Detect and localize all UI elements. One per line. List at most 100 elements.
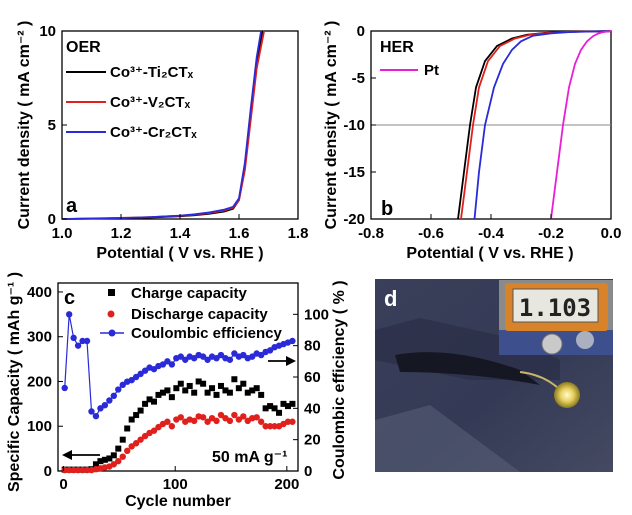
charge-point <box>284 403 291 410</box>
discharge-point <box>199 414 207 421</box>
discharge-point <box>124 447 131 455</box>
charge-point <box>204 389 211 396</box>
led-light <box>554 382 580 408</box>
charge-point <box>110 452 117 459</box>
charge-point <box>186 382 193 389</box>
legend-label-charge: Charge capacity <box>131 285 248 302</box>
b-xtick-label: -0.6 <box>418 225 444 242</box>
charge-point <box>168 394 175 401</box>
c-ytick-label: 300 <box>27 329 52 346</box>
charge-point <box>231 376 238 383</box>
ce-point <box>266 347 274 354</box>
charge-point <box>217 382 224 389</box>
b-ytick-label: -20 <box>343 211 365 228</box>
panel-c-ylabel: Specific Capacity ( mAh g⁻¹ ) <box>6 272 23 492</box>
b-xtick-label: -0.2 <box>538 225 564 242</box>
legend-marker-ce <box>108 329 116 337</box>
charge-point <box>151 398 157 405</box>
ce-point <box>190 355 198 362</box>
c-y2tick-label: 100 <box>304 306 329 323</box>
charge-point <box>213 391 220 398</box>
charge-point <box>133 412 140 419</box>
panel-a-oer-chart: a OER Co³⁺-Ti₂CTₓ Co³⁺-V₂CTₓ Co³⁺-Cr₂CTₓ… <box>16 21 308 262</box>
battery-cell <box>395 352 540 385</box>
charge-point <box>177 380 184 387</box>
charge-point <box>244 389 251 396</box>
b-xtick-label: 0.0 <box>601 225 622 242</box>
ce-point <box>83 337 91 345</box>
a-ytick-label: 5 <box>48 117 56 134</box>
a-ytick-label: 0 <box>48 211 56 228</box>
c-xtick-label: 100 <box>163 476 188 493</box>
right-axis-arrow <box>268 356 296 366</box>
charge-point <box>226 389 233 396</box>
ce-point <box>141 367 149 374</box>
panel-b-ylabel: Current density ( mA cm⁻² ) <box>323 21 340 230</box>
panel-c-y2label: Coulombic efficiency ( % ) <box>331 280 348 479</box>
multimeter-inset: 1.103 <box>499 280 613 355</box>
ce-point <box>128 376 135 384</box>
charge-point <box>289 400 296 407</box>
charge-point <box>253 385 260 392</box>
a-xtick-label: 1.4 <box>170 225 192 242</box>
b-ytick-label: -5 <box>352 70 365 87</box>
charge-point <box>240 380 247 387</box>
charge-point <box>142 400 149 407</box>
ce-point <box>119 381 126 389</box>
discharge-point <box>137 436 144 443</box>
panel-a-ylabel: Current density ( mA cm⁻² ) <box>16 21 33 230</box>
charge-point <box>271 405 278 412</box>
charge-point <box>155 391 162 398</box>
ce-point <box>199 353 207 360</box>
c-ytick-label: 0 <box>44 463 52 480</box>
charge-point <box>249 387 256 394</box>
ce-point <box>88 408 95 415</box>
discharge-point <box>235 416 243 423</box>
c-xtick-label: 200 <box>274 476 299 493</box>
charge-point <box>195 378 202 385</box>
charge-point <box>173 385 180 392</box>
charge-point <box>200 380 207 387</box>
panel-c-xlabel: Cycle number <box>125 493 231 510</box>
charge-point <box>262 405 269 412</box>
charge-point <box>280 400 287 407</box>
multimeter-reading: 1.103 <box>519 294 591 322</box>
legend-label-cr: Co³⁺-Cr₂CTₓ <box>110 124 197 141</box>
discharge-point <box>164 418 171 425</box>
ce-point <box>213 355 220 362</box>
panel-b-xlabel: Potential ( V vs. RHE ) <box>406 245 573 262</box>
ce-point <box>177 353 184 360</box>
discharge-point <box>115 457 122 465</box>
discharge-point <box>257 418 265 425</box>
ce-point <box>132 373 140 381</box>
legend-label-ti: Co³⁺-Ti₂CTₓ <box>110 64 194 81</box>
legend-marker-charge <box>108 289 115 296</box>
b-xtick-label: -0.8 <box>358 225 384 242</box>
discharge-point <box>266 423 274 430</box>
panel-a-title: OER <box>66 39 101 56</box>
ce-point <box>79 337 86 345</box>
legend-label-ce: Coulombic efficiency <box>131 325 283 342</box>
a-xtick-label: 1.0 <box>52 225 73 242</box>
left-axis-arrow <box>62 450 100 460</box>
discharge-point <box>253 414 260 421</box>
ce-point <box>204 356 211 363</box>
discharge-point <box>119 453 126 460</box>
charge-point <box>119 436 126 443</box>
discharge-point <box>128 443 135 450</box>
discharge-point <box>289 418 296 425</box>
ce-point <box>257 351 265 359</box>
ce-point <box>137 370 144 378</box>
ce-point <box>164 358 171 365</box>
charge-point <box>222 387 229 394</box>
panel-c-cycling-chart: c Charge capacity Discharge capacity Cou… <box>6 272 348 510</box>
ce-point <box>240 351 247 359</box>
charge-point <box>92 461 99 468</box>
charge-point <box>128 416 135 423</box>
discharge-point <box>110 461 118 468</box>
discharge-point <box>190 417 198 425</box>
discharge-point <box>226 417 234 425</box>
a-xtick-label: 1.6 <box>229 225 250 242</box>
ce-point <box>106 397 113 404</box>
c-ytick-label: 200 <box>27 373 52 390</box>
